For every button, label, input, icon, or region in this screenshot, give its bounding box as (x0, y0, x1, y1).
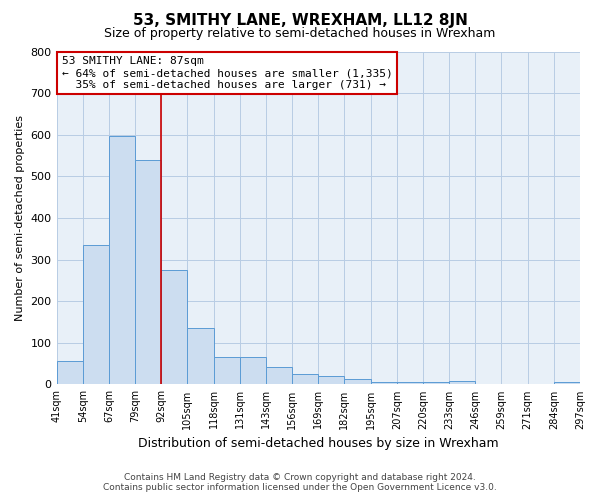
Bar (240, 358, 266, 384)
Bar (423, 382, 449, 384)
Bar (318, 376, 344, 384)
Text: Size of property relative to semi-detached houses in Wrexham: Size of property relative to semi-detach… (104, 28, 496, 40)
Bar (135, 160, 161, 384)
Bar (266, 366, 292, 384)
Bar (109, 136, 135, 384)
Bar (56, 360, 83, 384)
Bar (83, 245, 109, 384)
Y-axis label: Number of semi-detached properties: Number of semi-detached properties (15, 115, 25, 321)
Bar (449, 381, 475, 384)
Bar (397, 382, 423, 384)
Bar (161, 270, 187, 384)
Text: 53 SMITHY LANE: 87sqm
← 64% of semi-detached houses are smaller (1,335)
  35% of: 53 SMITHY LANE: 87sqm ← 64% of semi-deta… (62, 56, 392, 90)
Bar (344, 379, 371, 384)
Bar (214, 358, 240, 384)
Text: 53, SMITHY LANE, WREXHAM, LL12 8JN: 53, SMITHY LANE, WREXHAM, LL12 8JN (133, 12, 467, 28)
Bar (292, 374, 318, 384)
Bar (371, 382, 397, 384)
Text: Contains HM Land Registry data © Crown copyright and database right 2024.
Contai: Contains HM Land Registry data © Crown c… (103, 473, 497, 492)
X-axis label: Distribution of semi-detached houses by size in Wrexham: Distribution of semi-detached houses by … (138, 437, 499, 450)
Bar (554, 382, 580, 384)
Bar (187, 328, 214, 384)
